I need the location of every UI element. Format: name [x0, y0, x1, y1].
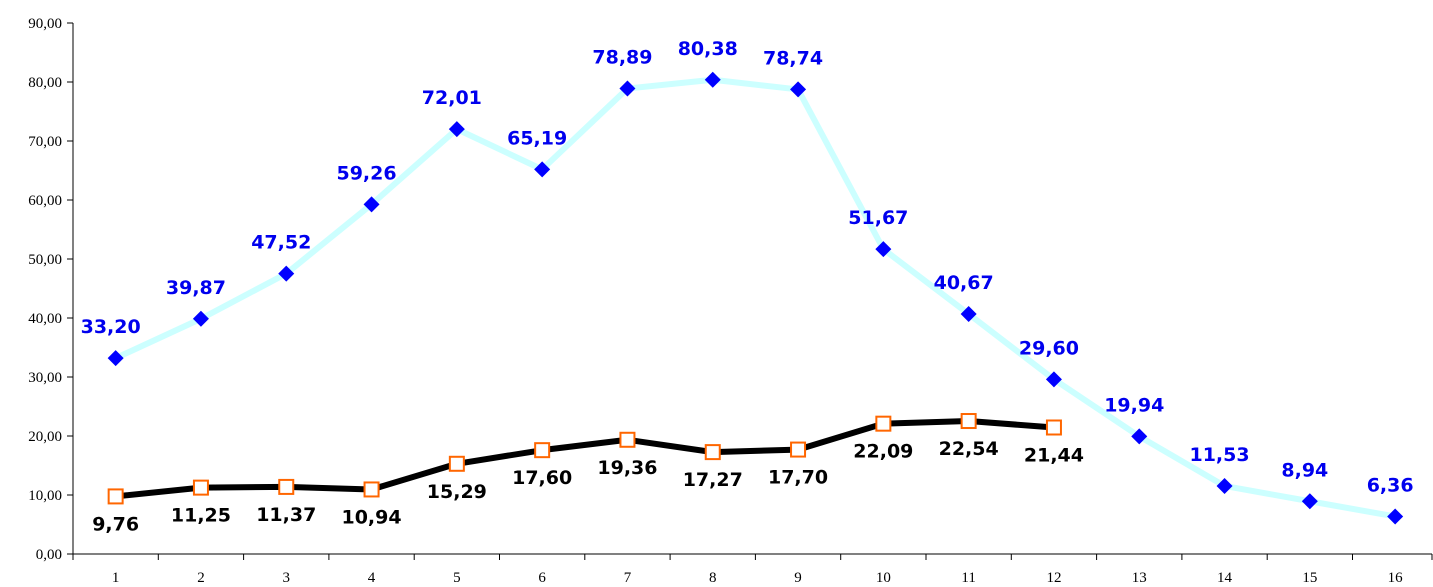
series-line	[114, 76, 1396, 520]
y-tick-label: 40,00	[28, 311, 62, 327]
y-tick-label: 70,00	[28, 134, 62, 150]
marker	[704, 444, 721, 461]
x-tick-label: 7	[624, 570, 632, 586]
marker	[534, 442, 551, 459]
y-tick-label: 80,00	[28, 75, 62, 91]
data-label: 11,37	[256, 504, 316, 526]
marker	[619, 80, 636, 97]
y-tick-label: 60,00	[28, 193, 62, 209]
data-label: 22,54	[939, 438, 999, 460]
y-tick-label: 0,00	[36, 547, 62, 563]
y-tick-label: 50,00	[28, 252, 62, 268]
marker	[960, 413, 977, 430]
marker	[1131, 428, 1148, 445]
y-tick-label: 20,00	[28, 429, 62, 445]
marker	[363, 481, 380, 498]
data-label: 40,67	[934, 272, 994, 294]
x-tick-label: 6	[538, 570, 546, 586]
data-label: 78,89	[592, 47, 652, 69]
marker	[107, 488, 124, 505]
x-tick-label: 14	[1217, 570, 1233, 586]
marker	[278, 478, 295, 495]
marker	[192, 479, 209, 496]
data-label: 22,09	[853, 441, 913, 463]
series-line	[115, 418, 1055, 500]
marker	[619, 431, 636, 448]
data-label: 51,67	[848, 207, 908, 229]
marker	[192, 310, 209, 327]
x-tick-label: 3	[283, 570, 291, 586]
marker	[704, 71, 721, 88]
x-tick-label: 2	[197, 570, 205, 586]
data-label: 11,25	[171, 505, 231, 527]
data-label: 6,36	[1367, 474, 1414, 496]
marker	[960, 306, 977, 323]
marker	[448, 455, 465, 472]
data-label: 21,44	[1024, 445, 1084, 467]
data-label: 65,19	[507, 127, 567, 149]
x-tick-label: 16	[1388, 570, 1404, 586]
x-tick-label: 5	[453, 570, 461, 586]
x-tick-label: 9	[794, 570, 802, 586]
x-tick-label: 15	[1302, 570, 1317, 586]
data-label: 11,53	[1189, 444, 1249, 466]
x-tick-label: 12	[1046, 570, 1061, 586]
x-tick-label: 13	[1132, 570, 1147, 586]
data-label: 17,27	[683, 469, 743, 491]
marker	[1216, 477, 1233, 494]
data-label: 15,29	[427, 481, 487, 503]
data-label: 19,94	[1104, 394, 1164, 416]
marker	[790, 81, 807, 98]
data-label: 19,36	[597, 457, 657, 479]
data-label: 59,26	[336, 162, 396, 184]
data-label: 9,76	[92, 513, 139, 535]
marker	[534, 161, 551, 178]
y-tick-label: 10,00	[28, 488, 62, 504]
data-label: 17,60	[512, 467, 572, 489]
data-label: 80,38	[678, 38, 738, 60]
data-label: 72,01	[422, 87, 482, 109]
x-tick-label: 11	[961, 570, 975, 586]
data-label: 39,87	[166, 277, 226, 299]
marker	[790, 441, 807, 458]
marker	[278, 265, 295, 282]
marker	[448, 121, 465, 138]
x-tick-label: 10	[876, 570, 891, 586]
data-label: 17,70	[768, 467, 828, 489]
data-label: 29,60	[1019, 337, 1079, 359]
marker	[875, 415, 892, 432]
marker	[107, 350, 124, 367]
data-label: 10,94	[341, 506, 401, 528]
marker	[875, 241, 892, 258]
y-tick-label: 30,00	[28, 370, 62, 386]
marker	[1045, 371, 1062, 388]
marker	[1301, 493, 1318, 510]
data-label: 8,94	[1281, 459, 1328, 481]
marker	[1387, 508, 1404, 525]
data-label: 47,52	[251, 232, 311, 254]
y-tick-label: 90,00	[28, 16, 62, 32]
data-label: 33,20	[81, 316, 141, 338]
marker	[363, 196, 380, 213]
marker	[1045, 419, 1062, 436]
x-tick-label: 1	[112, 570, 120, 586]
x-tick-label: 8	[709, 570, 717, 586]
x-tick-label: 4	[368, 570, 376, 586]
data-label: 78,74	[763, 47, 823, 69]
